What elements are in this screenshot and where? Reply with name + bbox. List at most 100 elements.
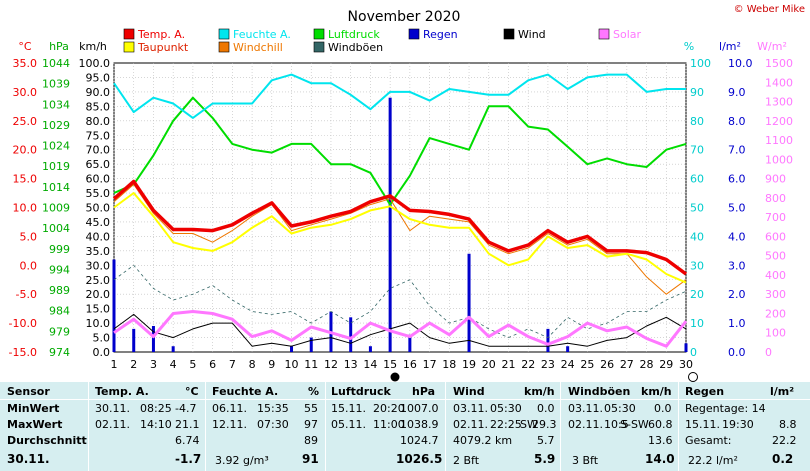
legend-label-feuchte-a: Feuchte A. (233, 28, 291, 41)
hpa-tick-label: 1044 (42, 57, 70, 70)
temp-tick-label: 10.0 (13, 202, 38, 215)
humidity-tick-label: 0 (690, 346, 697, 359)
hpa-axis-unit: hPa (49, 40, 69, 53)
max-gust-date: 02.11. (568, 418, 603, 431)
hpa-tick-label: 1024 (42, 140, 70, 153)
rain-total-label: Gesamt: (685, 434, 732, 447)
kmh-tick-label: 85.0 (86, 100, 111, 113)
rain-tick-label: 0.0 (728, 346, 746, 359)
header-sensor: Sensor (7, 385, 50, 398)
legend-swatch-temp-a (123, 28, 135, 40)
kmh-tick-label: 30.0 (86, 259, 111, 272)
legend-swatch-feuchte-a (218, 28, 230, 40)
humidity-tick-label: 60 (690, 173, 704, 186)
rain-tick-label: 10.0 (728, 57, 753, 70)
legend-swatch-taupunkt (123, 41, 135, 53)
rain-bar (388, 97, 392, 353)
row-label-current: 30.11. (7, 452, 50, 466)
current-press-value: 1026.5 (396, 452, 443, 466)
kmh-tick-label: 60.0 (86, 173, 111, 186)
solar-tick-label: 100 (765, 327, 786, 340)
solar-tick-label: 900 (765, 173, 786, 186)
rain-tick-label: 3.0 (728, 259, 746, 272)
current-hum-value: 91 (302, 452, 319, 466)
max-gust-time: 10:5 (604, 418, 629, 431)
solar-tick-label: 700 (765, 211, 786, 224)
x-tick-label: 8 (249, 358, 256, 371)
min-wind-value: 0.0 (537, 402, 555, 415)
solar-tick-label: 300 (765, 288, 786, 301)
temp-tick-label: 0.0 (20, 259, 38, 272)
hpa-tick-label: 989 (49, 284, 70, 297)
solar-tick-label: 1500 (765, 57, 793, 70)
hpa-tick-label: 1014 (42, 181, 70, 194)
wind-distance: 4079.2 km (453, 434, 513, 447)
solar-tick-label: 500 (765, 250, 786, 263)
kmh-tick-label: 70.0 (86, 144, 111, 157)
kmh-tick-label: 20.0 (86, 288, 111, 301)
x-tick-label: 30 (679, 358, 693, 371)
current-temp-value: -1.7 (175, 452, 202, 466)
temp-tick-label: 35.0 (13, 57, 38, 70)
rain-tick-label: 1.0 (728, 317, 746, 330)
rain-bar (290, 346, 294, 352)
min-hum-time: 15:35 (257, 402, 289, 415)
legend-label-windb-en: Windböen (328, 41, 383, 54)
temp-tick-label: 20.0 (13, 144, 38, 157)
hpa-tick-label: 999 (49, 243, 70, 256)
rain-bar (151, 325, 155, 352)
x-tick-label: 5 (189, 358, 196, 371)
humidity-tick-label: 90 (690, 86, 704, 99)
rain-bar (349, 317, 353, 352)
solar-tick-label: 200 (765, 307, 786, 320)
rain-tick-label: 7.0 (728, 144, 746, 157)
rain-axis-unit: l/m² (719, 40, 741, 53)
weather-chart: 35.030.025.020.015.010.05.00.0-5.0-10.0-… (8, 4, 805, 382)
x-tick-label: 14 (363, 358, 377, 371)
max-press-time: 11:00 (373, 418, 405, 431)
x-tick-label: 9 (268, 358, 275, 371)
row-label-avg: Durchschnitt (7, 434, 87, 447)
kmh-tick-label: 10.0 (86, 317, 111, 330)
series-line-feuchte-a (113, 73, 686, 119)
max-wind-date: 02.11. (453, 418, 488, 431)
humidity-tick-label: 30 (690, 259, 704, 272)
kmh-tick-label: 100.0 (79, 57, 111, 70)
avg-gust-value: 13.6 (648, 434, 673, 447)
current-gust-bft: 3 Bft (572, 454, 599, 467)
series-line-windb-en (113, 264, 687, 339)
header-rain-unit: l/m² (770, 385, 795, 398)
kmh-tick-label: 25.0 (86, 274, 111, 287)
max-wind-value: 29.3 (532, 418, 557, 431)
temp-tick-label: 15.0 (13, 173, 38, 186)
solar-tick-label: 0 (765, 346, 772, 359)
solar-tick-label: 1400 (765, 76, 793, 89)
rain-tick-label: 2.0 (728, 288, 746, 301)
header-pressure: Luftdruck (331, 385, 391, 398)
solar-tick-label: 1300 (765, 96, 793, 109)
legend-swatch-windb-en (313, 41, 325, 53)
x-tick-label: 3 (150, 358, 157, 371)
kmh-tick-label: 75.0 (86, 129, 111, 142)
copyright: © Weber Mike (734, 4, 805, 15)
humidity-axis-unit: % (684, 40, 694, 53)
series-line-windchill (113, 183, 687, 295)
rain-bar (566, 346, 570, 352)
hpa-tick-label: 1004 (42, 222, 70, 235)
temp-tick-label: 30.0 (13, 86, 38, 99)
full-moon-icon (688, 372, 698, 382)
max-press-date: 05.11. (331, 418, 366, 431)
avg-temp-value: 6.74 (175, 434, 200, 447)
rain-bar (408, 334, 412, 352)
series-line-luftdruck (113, 96, 687, 206)
max-gust-direction: S-SW (620, 418, 649, 431)
legend-swatch-regen (408, 28, 420, 40)
min-gust-date: 03.11. (568, 402, 603, 415)
max-gust-value: 60.8 (648, 418, 673, 431)
min-temp-date: 30.11. (95, 402, 130, 415)
rain-tick-label: 9.0 (728, 86, 746, 99)
x-tick-label: 23 (541, 358, 555, 371)
solar-tick-label: 800 (765, 192, 786, 205)
current-abs-humidity: 3.92 g/m³ (215, 454, 269, 467)
x-tick-label: 27 (620, 358, 634, 371)
